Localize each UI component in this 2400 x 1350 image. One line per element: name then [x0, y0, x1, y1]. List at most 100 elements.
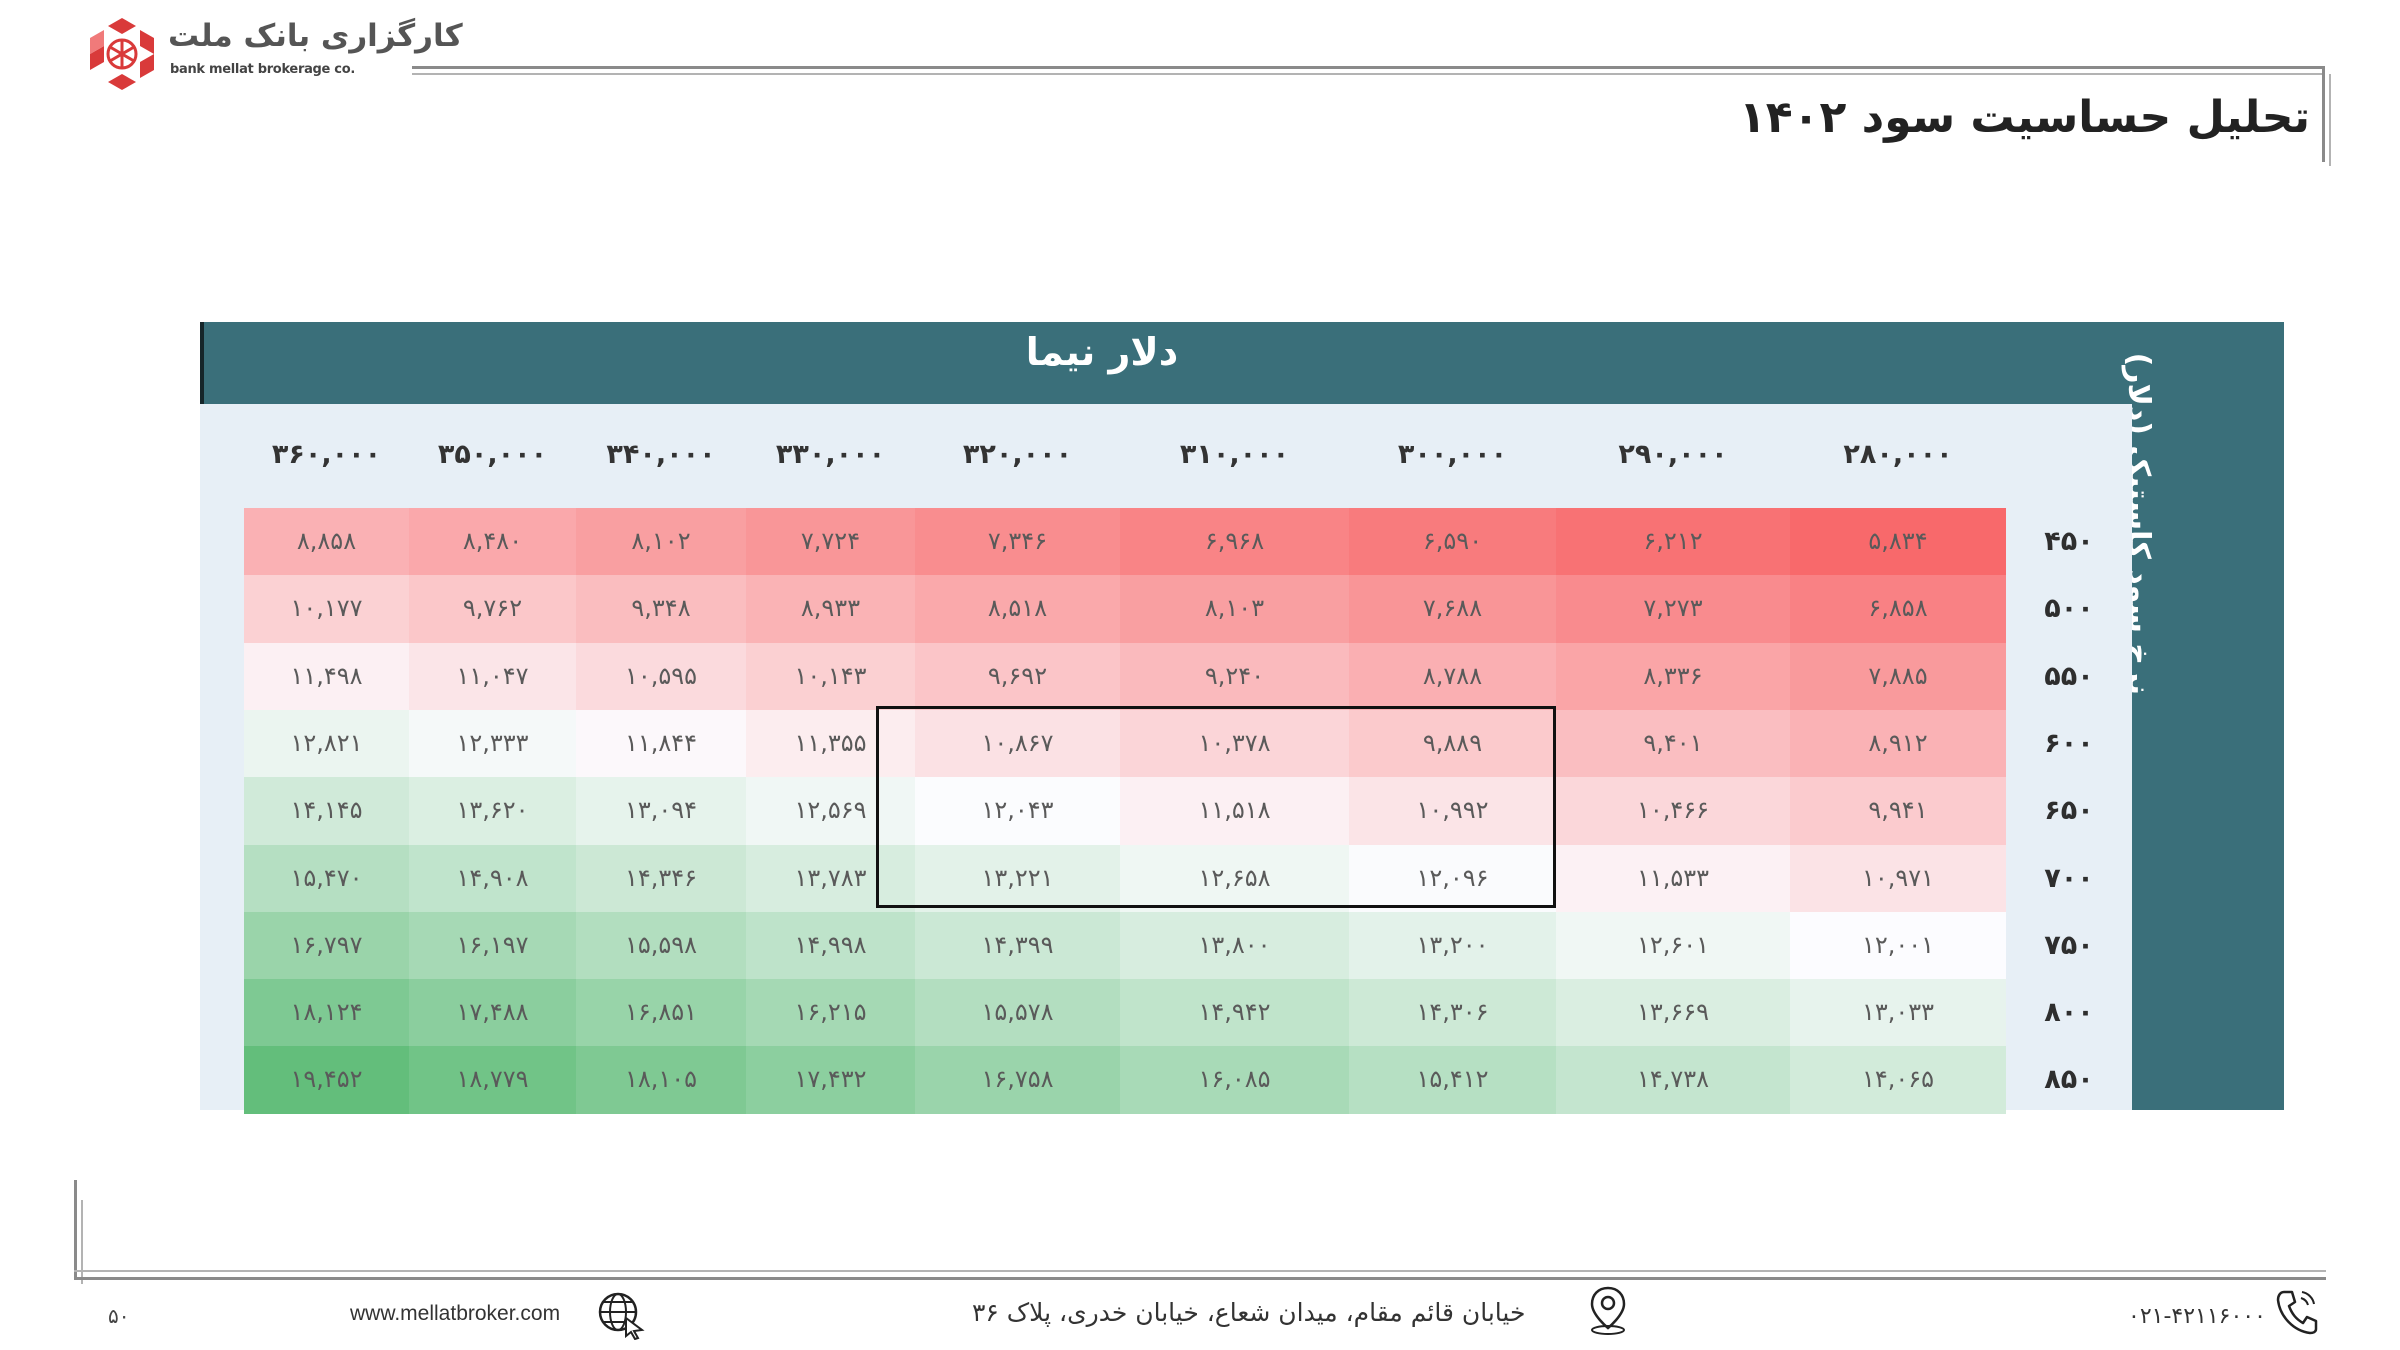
footer-rule-left: [74, 1180, 77, 1280]
table-cell: ۱۴,۱۴۵: [244, 777, 409, 845]
table-cell: ۷,۲۷۳: [1556, 575, 1790, 644]
column-header: ۲۹۰,۰۰۰: [1618, 439, 1728, 470]
table-cell: ۱۷,۴۳۲: [746, 1046, 915, 1115]
row-header: ۵۵۰: [2044, 660, 2094, 692]
footer-rule-bottom: [74, 1277, 2326, 1280]
table-cell: ۱۳,۶۲۰: [409, 777, 576, 845]
table-cell: ۱۸,۱۰۵: [576, 1046, 746, 1115]
column-header: ۳۶۰,۰۰۰: [271, 439, 382, 470]
table-cell: ۱۶,۰۸۵: [1120, 1046, 1349, 1115]
table-cell: ۷,۳۴۶: [915, 508, 1120, 576]
row-header: ۶۵۰: [2044, 795, 2094, 827]
table-cell: ۱۵,۵۷۸: [915, 979, 1120, 1047]
row-header: ۸۵۰: [2044, 1064, 2094, 1096]
row-header: ۶۰۰: [2044, 727, 2094, 759]
table-cell: ۱۰,۳۷۸: [1120, 709, 1349, 778]
table-cell: ۶,۹۶۸: [1120, 508, 1349, 576]
table-cell: ۱۵,۵۹۸: [576, 911, 746, 980]
table-cell: ۱۳,۰۳۳: [1790, 979, 2006, 1047]
table-cell: ۱۹,۴۵۲: [244, 1046, 409, 1115]
table-cell: ۱۳,۶۶۹: [1556, 979, 1790, 1047]
table-cell: ۱۳,۲۰۰: [1349, 911, 1556, 980]
table-cell: ۸,۴۸۰: [409, 508, 576, 576]
table-cell: ۶,۲۱۲: [1556, 508, 1790, 576]
table-cell: ۹,۷۶۲: [409, 575, 576, 644]
table-cell: ۱۱,۴۹۸: [244, 642, 409, 711]
row-header: ۴۵۰: [2044, 526, 2094, 557]
page-number: ۵۰: [108, 1304, 130, 1328]
table-cell: ۱۷,۴۸۸: [409, 979, 576, 1047]
table-cell: ۹,۲۴۰: [1120, 642, 1349, 711]
logo-english-text: bank mellat brokerage co.: [170, 62, 355, 77]
table-cell: ۱۶,۲۱۵: [746, 979, 915, 1047]
table-cell: ۵,۸۳۴: [1790, 508, 2006, 576]
table-cell: ۱۳,۰۹۴: [576, 777, 746, 845]
table-cell: ۷,۷۲۴: [746, 508, 915, 576]
header-rule-top: [412, 66, 2325, 69]
table-frame-accent: [200, 322, 204, 404]
row-header: ۷۰۰: [2044, 862, 2094, 894]
header-rule-right-2: [2329, 74, 2331, 166]
header-rule-right: [2322, 66, 2325, 162]
table-cell: ۱۰,۸۶۷: [915, 709, 1120, 778]
table-cell: ۹,۸۸۹: [1349, 709, 1556, 778]
table-cell: ۹,۶۹۲: [915, 642, 1120, 711]
footer-rule-top: [74, 1270, 2326, 1272]
table-cell: ۱۰,۹۷۱: [1790, 844, 2006, 913]
table-cell: ۱۰,۴۶۶: [1556, 777, 1790, 845]
table-cell: ۱۳,۲۲۱: [915, 844, 1120, 913]
company-logo-icon: [84, 16, 160, 92]
table-cell: ۱۲,۶۰۱: [1556, 911, 1790, 980]
table-cell: ۱۴,۳۰۶: [1349, 979, 1556, 1047]
table-cell: ۱۰,۱۷۷: [244, 575, 409, 644]
website-link[interactable]: www.mellatbroker.com: [350, 1302, 561, 1325]
table-cell: ۱۵,۴۱۲: [1349, 1046, 1556, 1115]
address-text: خیابان قائم مقام، میدان شعاع، خیابان خدر…: [972, 1298, 1526, 1327]
table-cell: ۱۸,۱۲۴: [244, 979, 409, 1047]
phone-icon: [2274, 1286, 2320, 1336]
table-cell: ۱۶,۱۹۷: [409, 911, 576, 980]
table-cell: ۶,۸۵۸: [1790, 575, 2006, 644]
table-cell: ۱۲,۰۹۶: [1349, 844, 1556, 913]
table-cell: ۸,۹۳۳: [746, 575, 915, 644]
footer-rule-left-2: [81, 1200, 83, 1284]
table-cell: ۱۴,۹۰۸: [409, 844, 576, 913]
column-header: ۳۰۰,۰۰۰: [1397, 439, 1508, 470]
table-cell: ۱۱,۸۴۴: [576, 709, 746, 778]
table-cell: ۱۱,۰۴۷: [409, 642, 576, 711]
page-title: تحلیل حساسیت سود ۱۴۰۲: [1738, 92, 2310, 143]
table-cell: ۱۱,۵۱۸: [1120, 777, 1349, 845]
table-cell: ۱۴,۳۴۶: [576, 844, 746, 913]
header-rule-bottom: [412, 73, 2325, 75]
location-pin-icon: [1586, 1284, 1630, 1336]
table-cell: ۱۰,۵۹۵: [576, 642, 746, 711]
table-cell: ۸,۷۸۸: [1349, 642, 1556, 711]
column-header: ۳۳۰,۰۰۰: [775, 439, 886, 470]
table-cell: ۸,۸۵۸: [244, 508, 409, 576]
table-cell: ۱۳,۷۸۳: [746, 844, 915, 913]
logo-persian-text: کارگزاری بانک ملت: [168, 18, 463, 54]
table-cell: ۸,۳۳۶: [1556, 642, 1790, 711]
globe-icon: [596, 1290, 646, 1341]
table-cell: ۱۲,۵۶۹: [746, 777, 915, 845]
table-cell: ۹,۹۴۱: [1790, 777, 2006, 845]
table-cell: ۱۴,۷۳۸: [1556, 1046, 1790, 1115]
column-header: ۲۸۰,۰۰۰: [1843, 439, 1953, 470]
table-cell: ۱۲,۰۰۱: [1790, 911, 2006, 980]
column-group-title: دلار نیما: [1025, 330, 1179, 374]
column-header: ۳۵۰,۰۰۰: [437, 439, 548, 470]
table-cell: ۷,۶۸۸: [1349, 575, 1556, 644]
table-cell: ۹,۳۴۸: [576, 575, 746, 644]
table-cell: ۱۱,۵۳۳: [1556, 844, 1790, 913]
row-header: ۷۵۰: [2044, 929, 2094, 961]
column-header: ۳۱۰,۰۰۰: [1179, 439, 1290, 470]
table-cell: ۱۴,۹۴۲: [1120, 979, 1349, 1047]
table-cell: ۶,۵۹۰: [1349, 508, 1556, 576]
table-cell: ۱۶,۸۵۱: [576, 979, 746, 1047]
table-cell: ۱۰,۹۹۲: [1349, 777, 1556, 845]
table-cell: ۷,۸۸۵: [1790, 642, 2006, 711]
table-cell: ۱۶,۷۹۷: [244, 911, 409, 980]
table-cell: ۱۴,۰۶۵: [1790, 1046, 2006, 1115]
table-cell: ۱۳,۸۰۰: [1120, 911, 1349, 980]
row-header: ۸۰۰: [2044, 997, 2094, 1029]
